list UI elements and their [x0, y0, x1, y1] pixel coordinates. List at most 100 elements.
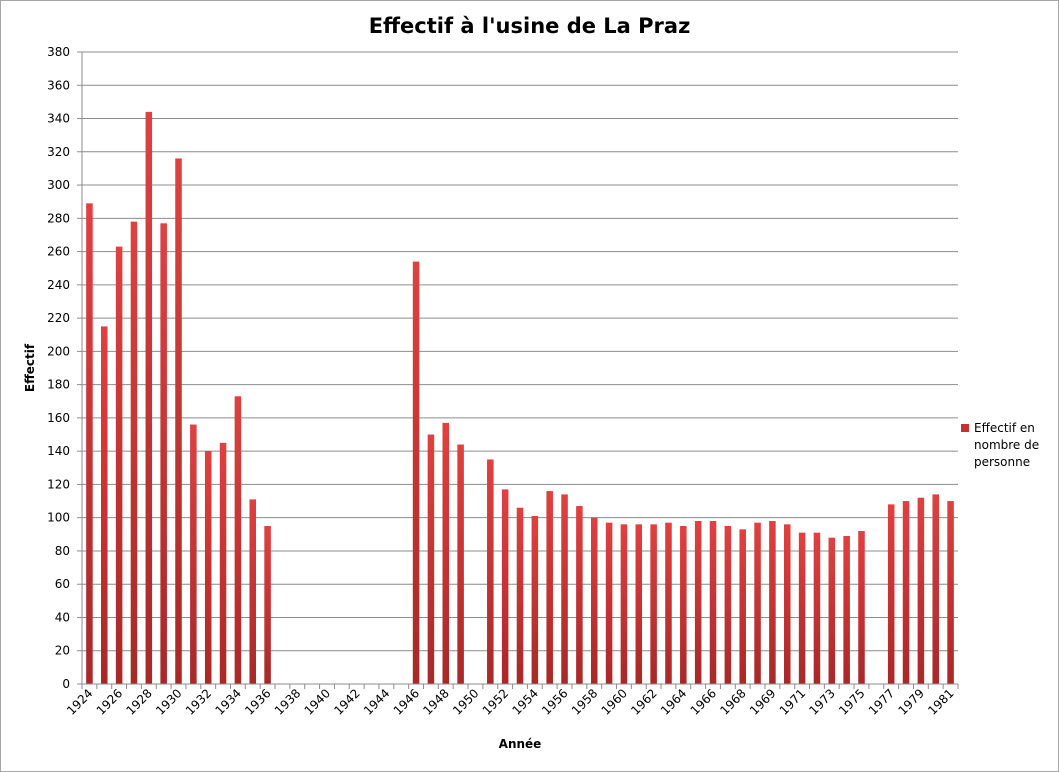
bar	[783, 524, 791, 684]
x-tick-label: 1966	[688, 686, 719, 717]
x-tick-label: 1960	[599, 686, 630, 717]
y-tick-label: 260	[47, 245, 70, 259]
y-tick-label: 360	[47, 78, 70, 92]
x-tick-label: 1928	[123, 686, 154, 717]
x-tick-label: 1968	[717, 686, 748, 717]
y-tick-label: 380	[47, 45, 70, 59]
x-tick-labels: 1924192619281930193219341936193819401942…	[64, 686, 957, 717]
x-tick-label: 1938	[272, 686, 303, 717]
y-tick-labels: 0 20 40 60 80 100 120 140 160 180 200 220 240 260 280 3…	[47, 45, 70, 691]
bar	[858, 530, 865, 684]
bar	[709, 521, 717, 684]
x-tick-label: 1954	[509, 686, 540, 717]
y-tick-label: 200	[47, 344, 70, 358]
bar	[932, 494, 939, 684]
bar	[516, 507, 524, 684]
x-tick-label: 1956	[539, 686, 570, 717]
y-tick-label: 160	[47, 411, 70, 425]
bar	[902, 501, 910, 684]
bar	[219, 442, 227, 684]
x-axis-label: Année	[498, 737, 542, 751]
bar	[249, 499, 257, 684]
y-tick-label: 320	[47, 145, 70, 159]
x-tick-label: 1944	[361, 686, 392, 717]
bar	[412, 261, 420, 684]
bar	[590, 517, 598, 684]
bar	[487, 459, 494, 684]
bar	[115, 246, 123, 684]
bar	[665, 522, 672, 684]
x-tick-label: 1942	[331, 686, 362, 717]
y-tick-label: 280	[47, 211, 70, 225]
x-tick-label: 1981	[925, 686, 956, 717]
bar	[724, 526, 732, 684]
bar	[145, 111, 153, 685]
bar	[130, 221, 138, 685]
bar	[531, 516, 539, 684]
x-tick-label: 1936	[242, 686, 273, 717]
y-tick-label: 220	[47, 311, 70, 325]
bar	[204, 451, 212, 684]
bar	[457, 444, 464, 684]
y-tick-label: 20	[55, 644, 70, 658]
bar	[175, 158, 182, 684]
x-tick-label: 1932	[183, 686, 214, 717]
x-tick-label: 1952	[480, 686, 511, 717]
bar	[620, 524, 628, 684]
bar	[427, 434, 435, 684]
y-tick-label: 80	[55, 544, 70, 558]
bar	[561, 494, 568, 684]
bar	[86, 203, 93, 685]
bar	[576, 506, 583, 684]
x-tick-label: 1930	[153, 686, 184, 717]
bar	[605, 522, 613, 684]
x-tick-label: 1958	[569, 686, 600, 717]
bar	[843, 535, 850, 684]
bar	[947, 501, 954, 684]
bar	[442, 422, 450, 684]
x-tick-label: 1969	[747, 686, 778, 717]
x-tick-label: 1975	[836, 686, 867, 717]
y-tick-label: 40	[55, 610, 70, 624]
y-tick-label: 120	[47, 477, 70, 491]
x-tick-label: 1964	[658, 686, 689, 717]
bar	[887, 504, 895, 684]
y-tick-label: 0	[62, 677, 70, 691]
bar	[813, 532, 821, 684]
bar	[234, 396, 242, 684]
x-tick-label: 1934	[213, 686, 244, 717]
bar	[739, 529, 746, 684]
y-tick-label: 100	[47, 511, 70, 525]
bar	[680, 526, 687, 684]
x-tick-label: 1977	[866, 686, 897, 717]
bar	[501, 489, 509, 684]
bar	[546, 491, 553, 684]
bar	[694, 521, 702, 684]
x-tick-label: 1950	[450, 686, 481, 717]
bar	[264, 526, 271, 684]
bar	[754, 522, 761, 684]
x-tick-label: 1948	[420, 686, 451, 717]
x-tick-label: 1973	[806, 686, 837, 717]
bar	[160, 223, 167, 684]
y-tick-label: 180	[47, 378, 70, 392]
x-tick-label: 1940	[302, 686, 333, 717]
y-tick-label: 300	[47, 178, 70, 192]
bar	[769, 521, 776, 684]
bars	[86, 111, 954, 685]
legend-swatch	[961, 424, 969, 432]
x-tick-label: 1979	[896, 686, 927, 717]
bar	[798, 532, 806, 684]
bar	[635, 524, 643, 684]
y-tick-label: 60	[55, 577, 70, 591]
x-tick-label: 1926	[94, 686, 125, 717]
x-tick-label: 1971	[777, 686, 808, 717]
y-tick-label: 240	[47, 278, 70, 292]
chart-title: Effectif à l'usine de La Praz	[368, 14, 691, 38]
bar	[917, 497, 925, 684]
x-tick-label: 1962	[628, 686, 659, 717]
y-tick-label: 340	[47, 112, 70, 126]
bar	[650, 524, 657, 684]
y-tick-label: 140	[47, 444, 70, 458]
